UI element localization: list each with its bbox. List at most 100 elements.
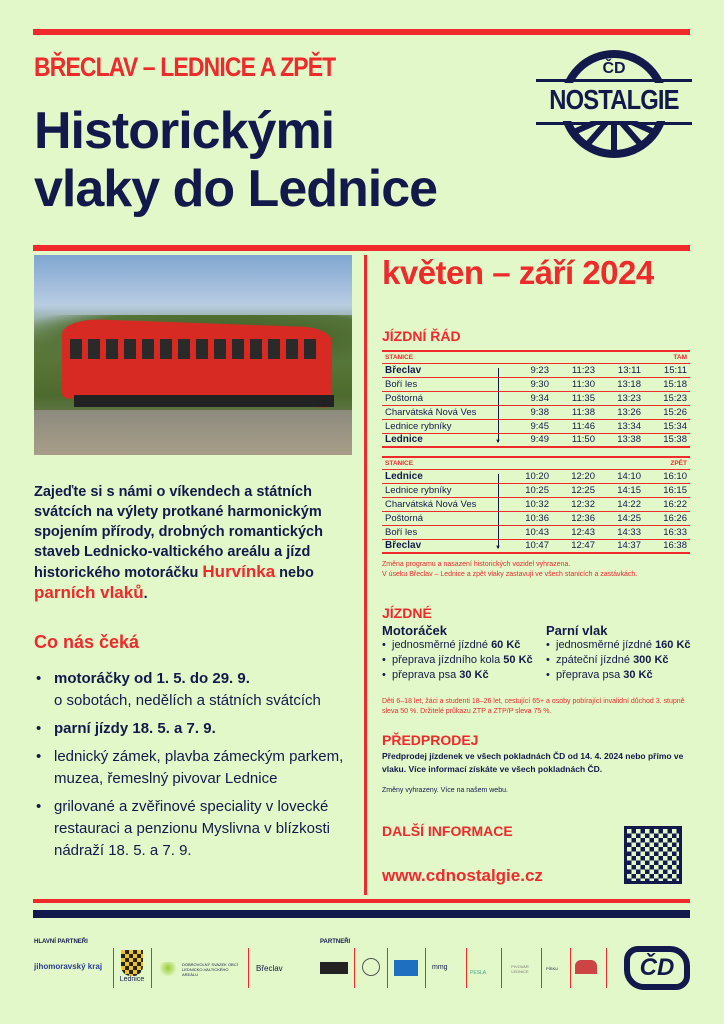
partner-lednice: Lednice — [118, 950, 146, 983]
fare-price: 300 Kč — [633, 654, 669, 666]
direction-arrow-icon — [492, 404, 506, 419]
departure-time: 15:34 — [644, 418, 690, 433]
departure-time: 16:26 — [644, 510, 690, 525]
fare-item: jednosměrné jízdné 160 Kč — [546, 638, 691, 653]
departure-time: 14:25 — [598, 510, 644, 525]
fare-price: 30 Kč — [623, 669, 653, 681]
departure-time: 16:38 — [644, 538, 690, 554]
fares-motor-title: Motoráček — [382, 623, 448, 638]
departure-time: 13:11 — [598, 362, 644, 377]
departure-time: 13:18 — [598, 376, 644, 391]
station-name: Charvátská Nová Ves — [382, 496, 492, 511]
timetable-return: STANICE ZPĚT Lednice 10:20 12:20 14:10 16:10 Le… — [382, 456, 690, 554]
table-row: Poštorná 9:34 11:35 13:23 15:23 — [382, 390, 690, 405]
departure-time: 14:33 — [598, 524, 644, 539]
departure-time: 13:23 — [598, 390, 644, 405]
partner-lednice-name: Lednice — [119, 976, 145, 983]
departure-time: 15:18 — [644, 376, 690, 391]
table-header: STANICE ZPĚT — [382, 456, 690, 469]
station-name: Charvátská Nová Ves — [382, 404, 492, 419]
departure-time: 15:23 — [644, 390, 690, 405]
direction-arrow-icon — [492, 482, 506, 497]
departure-time: 12:32 — [552, 496, 598, 511]
departure-time: 9:49 — [506, 432, 552, 448]
fares-motor: Motoráček jednosměrné jízdné 60 Kčpřepra… — [382, 623, 533, 683]
presale-note: Změny vyhrazeny. Více na našem webu. — [382, 787, 508, 794]
departure-time: 9:38 — [506, 404, 552, 419]
departure-time: 16:15 — [644, 482, 690, 497]
route-subtitle: BŘECLAV – LEDNICE A ZPĚT — [34, 52, 336, 82]
partner-logo — [362, 958, 380, 976]
fare-item: přeprava psa 30 Kč — [546, 668, 691, 683]
fare-price: 160 Kč — [655, 639, 691, 651]
partner-logo — [320, 962, 348, 974]
fare-label: jednosměrné jízdné — [392, 639, 492, 651]
direction-arrow-icon — [492, 524, 506, 539]
intro-hurvinek: Hurvínka — [202, 562, 276, 581]
fare-item: zpáteční jízdné 300 Kč — [546, 653, 691, 668]
departure-time: 15:26 — [644, 404, 690, 419]
departure-time: 11:23 — [552, 362, 598, 377]
departure-time: 10:43 — [506, 524, 552, 539]
departure-time: 14:10 — [598, 468, 644, 483]
timetable-heading: JÍZDNÍ ŘÁD — [382, 328, 461, 344]
departure-time: 14:22 — [598, 496, 644, 511]
logo-nostalgie-text: NOSTALGIE — [549, 84, 679, 115]
qr-code[interactable] — [624, 826, 682, 884]
departure-time: 9:23 — [506, 362, 552, 377]
cd-nostalgie-logo: ČD NOSTALGIE — [536, 50, 692, 158]
fares-heading: JÍZDNÉ — [382, 605, 432, 621]
logo-cd-text: ČD — [602, 60, 626, 77]
departure-time: 10:47 — [506, 538, 552, 554]
station-name: Břeclav — [382, 362, 492, 377]
direction-arrow-icon — [492, 496, 506, 511]
departure-time: 16:10 — [644, 468, 690, 483]
station-name: Lednice rybníky — [382, 482, 492, 497]
station-name: Boří les — [382, 376, 492, 391]
station-name: Lednice rybníky — [382, 418, 492, 433]
partner-breclav: Břeclav — [256, 964, 283, 973]
station-name: Poštorná — [382, 390, 492, 405]
fares-section: JÍZDNÉ Motoráček jednosměrné jízdné 60 K… — [382, 605, 692, 794]
departure-time: 10:20 — [506, 468, 552, 483]
table-row: Lednice 10:20 12:20 14:10 16:10 — [382, 468, 690, 483]
train-photo — [34, 255, 352, 455]
partner-pesla: PESLA — [470, 970, 487, 976]
departure-time: 10:32 — [506, 496, 552, 511]
direction-arrow-icon — [492, 418, 506, 433]
what-awaits-list: motoráčky od 1. 5. do 29. 9. o sobotách, … — [34, 668, 364, 868]
departure-time: 11:30 — [552, 376, 598, 391]
departure-time: 12:43 — [552, 524, 598, 539]
table-row: Břeclav 9:23 11:23 13:11 15:11 — [382, 362, 690, 377]
departure-time: 16:33 — [644, 524, 690, 539]
table-row: Boří les 10:43 12:43 14:33 16:33 — [382, 524, 690, 539]
departure-time: 12:36 — [552, 510, 598, 525]
intro-part: Zajeďte si s námi o víkendech a státních… — [34, 484, 323, 581]
season-heading: květen – září 2024 — [382, 254, 654, 291]
fare-price: 30 Kč — [459, 669, 489, 681]
item-text: grilované a zvěřinové speciality v lovec… — [54, 798, 330, 859]
fare-label: přeprava psa — [392, 669, 460, 681]
departure-time: 10:36 — [506, 510, 552, 525]
departure-time: 11:50 — [552, 432, 598, 448]
direction-arrow-icon: ▼ — [492, 432, 506, 448]
fare-item: jednosměrné jízdné 60 Kč — [382, 638, 533, 653]
mid-rule — [33, 245, 690, 251]
departure-time: 14:15 — [598, 482, 644, 497]
cd-logo-text: ČD — [639, 954, 675, 981]
departure-time: 12:25 — [552, 482, 598, 497]
website-link[interactable]: www.cdnostalgie.cz — [382, 866, 543, 885]
timetable: JÍZDNÍ ŘÁD STANICE TAM Břeclav 9:23 11:23 13:… — [382, 328, 690, 580]
footer-red-rule — [33, 899, 690, 903]
departure-time: 9:34 — [506, 390, 552, 405]
fares-steam: Parní vlak jednosměrné jízdné 160 Kčzpát… — [546, 623, 691, 683]
item-text: lednický zámek, plavba zámeckým parkem, … — [54, 748, 344, 787]
station-name: Boří les — [382, 524, 492, 539]
departure-time: 13:26 — [598, 404, 644, 419]
station-name: Lednice — [382, 468, 492, 483]
departure-time: 11:35 — [552, 390, 598, 405]
partner-jmk: jihomoravský kraj — [34, 962, 103, 971]
departure-time: 9:30 — [506, 376, 552, 391]
fare-label: přeprava jízdního kola — [392, 654, 504, 666]
partner-mmg: mmg — [432, 964, 448, 971]
